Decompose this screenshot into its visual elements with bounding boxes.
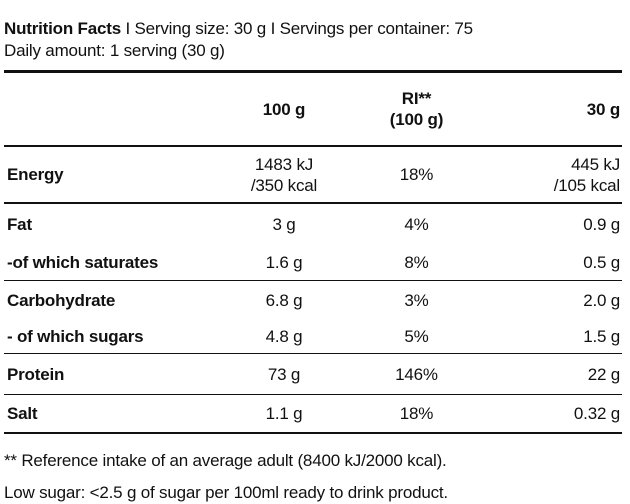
per100-value: 4.8 g bbox=[265, 326, 303, 346]
serving-value: 0.32 g bbox=[489, 394, 622, 434]
nutrition-label: Nutrition Facts I Serving size: 30 g I S… bbox=[4, 18, 622, 504]
energy-kcal: /105 kcal bbox=[553, 175, 620, 195]
column-header-row: 100 g RI** (100 g) 30 g bbox=[4, 73, 622, 147]
header-divider bbox=[4, 70, 622, 73]
table-row-energy: Energy 1483 kJ /350 kcal 18% 445 kJ /105… bbox=[4, 146, 622, 203]
nutrient-name: - of which sugars bbox=[7, 326, 144, 346]
serving-size: Serving size: 30 g bbox=[134, 19, 267, 38]
per100-value: 73 g bbox=[224, 353, 344, 395]
ri-value: 3% bbox=[344, 280, 489, 319]
ri-value: 8% bbox=[404, 252, 429, 272]
ri-value: 5% bbox=[404, 326, 429, 346]
table-row-saturates: -of which saturates 1.6 g 8% 0.5 g bbox=[4, 244, 622, 281]
serving-value: 22 g bbox=[489, 353, 622, 395]
column-header-per-serving: 30 g bbox=[489, 73, 622, 147]
table-row-salt: Salt 1.1 g 18% 0.32 g bbox=[4, 394, 622, 434]
label-title: Nutrition Facts bbox=[4, 19, 121, 38]
footnote-reference-intake: ** Reference intake of an average adult … bbox=[4, 451, 447, 470]
ri-value: 4% bbox=[344, 202, 489, 244]
energy-kj: 445 kJ bbox=[571, 154, 620, 174]
ri-basis: (100 g) bbox=[389, 110, 444, 129]
ri-value: 146% bbox=[344, 353, 489, 395]
column-header-per100: 100 g bbox=[224, 73, 344, 147]
daily-amount: Daily amount: 1 serving (30 g) bbox=[4, 41, 225, 60]
serving-value: 0.9 g bbox=[489, 202, 622, 244]
energy-kcal: /350 kcal bbox=[250, 175, 318, 195]
table-row-protein: Protein 73 g 146% 22 g bbox=[4, 353, 622, 395]
nutrient-name: Salt bbox=[4, 394, 224, 434]
per100-value: 6.8 g bbox=[224, 280, 344, 319]
label-header: Nutrition Facts I Serving size: 30 g I S… bbox=[4, 18, 622, 40]
energy-kj: 1483 kJ bbox=[254, 154, 314, 174]
per100-value: 3 g bbox=[224, 202, 344, 244]
column-header-ri: RI** (100 g) bbox=[344, 73, 489, 147]
nutrient-name: Protein bbox=[4, 353, 224, 395]
footnote-low-sugar: Low sugar: <2.5 g of sugar per 100ml rea… bbox=[4, 483, 448, 502]
ri-value: 18% bbox=[399, 165, 434, 184]
nutrient-name: -of which saturates bbox=[7, 252, 159, 272]
nutrient-name: Carbohydrate bbox=[4, 280, 224, 319]
column-header-nutrient bbox=[4, 73, 224, 147]
serving-value: 2.0 g bbox=[489, 280, 622, 319]
nutrient-name: Energy bbox=[7, 165, 64, 184]
servings-per-container: Servings per container: 75 bbox=[279, 19, 473, 38]
header-separator: I bbox=[266, 19, 280, 38]
serving-value: 1.5 g bbox=[583, 326, 620, 346]
table-row-carbohydrate: Carbohydrate 6.8 g 3% 2.0 g bbox=[4, 280, 622, 319]
nutrient-name: Fat bbox=[4, 202, 224, 244]
ri-label: RI** bbox=[401, 89, 432, 108]
per100-value: 1.1 g bbox=[224, 394, 344, 434]
nutrition-table: 100 g RI** (100 g) 30 g Energy 1483 kJ /… bbox=[4, 73, 622, 434]
serving-value: 0.5 g bbox=[583, 252, 620, 272]
table-row-fat: Fat 3 g 4% 0.9 g bbox=[4, 202, 622, 244]
serving-value: 445 kJ /105 kcal bbox=[489, 146, 622, 203]
table-row-sugars: - of which sugars 4.8 g 5% 1.5 g bbox=[4, 319, 622, 354]
per100-value: 1.6 g bbox=[265, 252, 303, 272]
header-separator: I bbox=[120, 19, 135, 38]
per100-value: 1483 kJ /350 kcal bbox=[224, 146, 344, 203]
ri-value: 18% bbox=[344, 394, 489, 434]
